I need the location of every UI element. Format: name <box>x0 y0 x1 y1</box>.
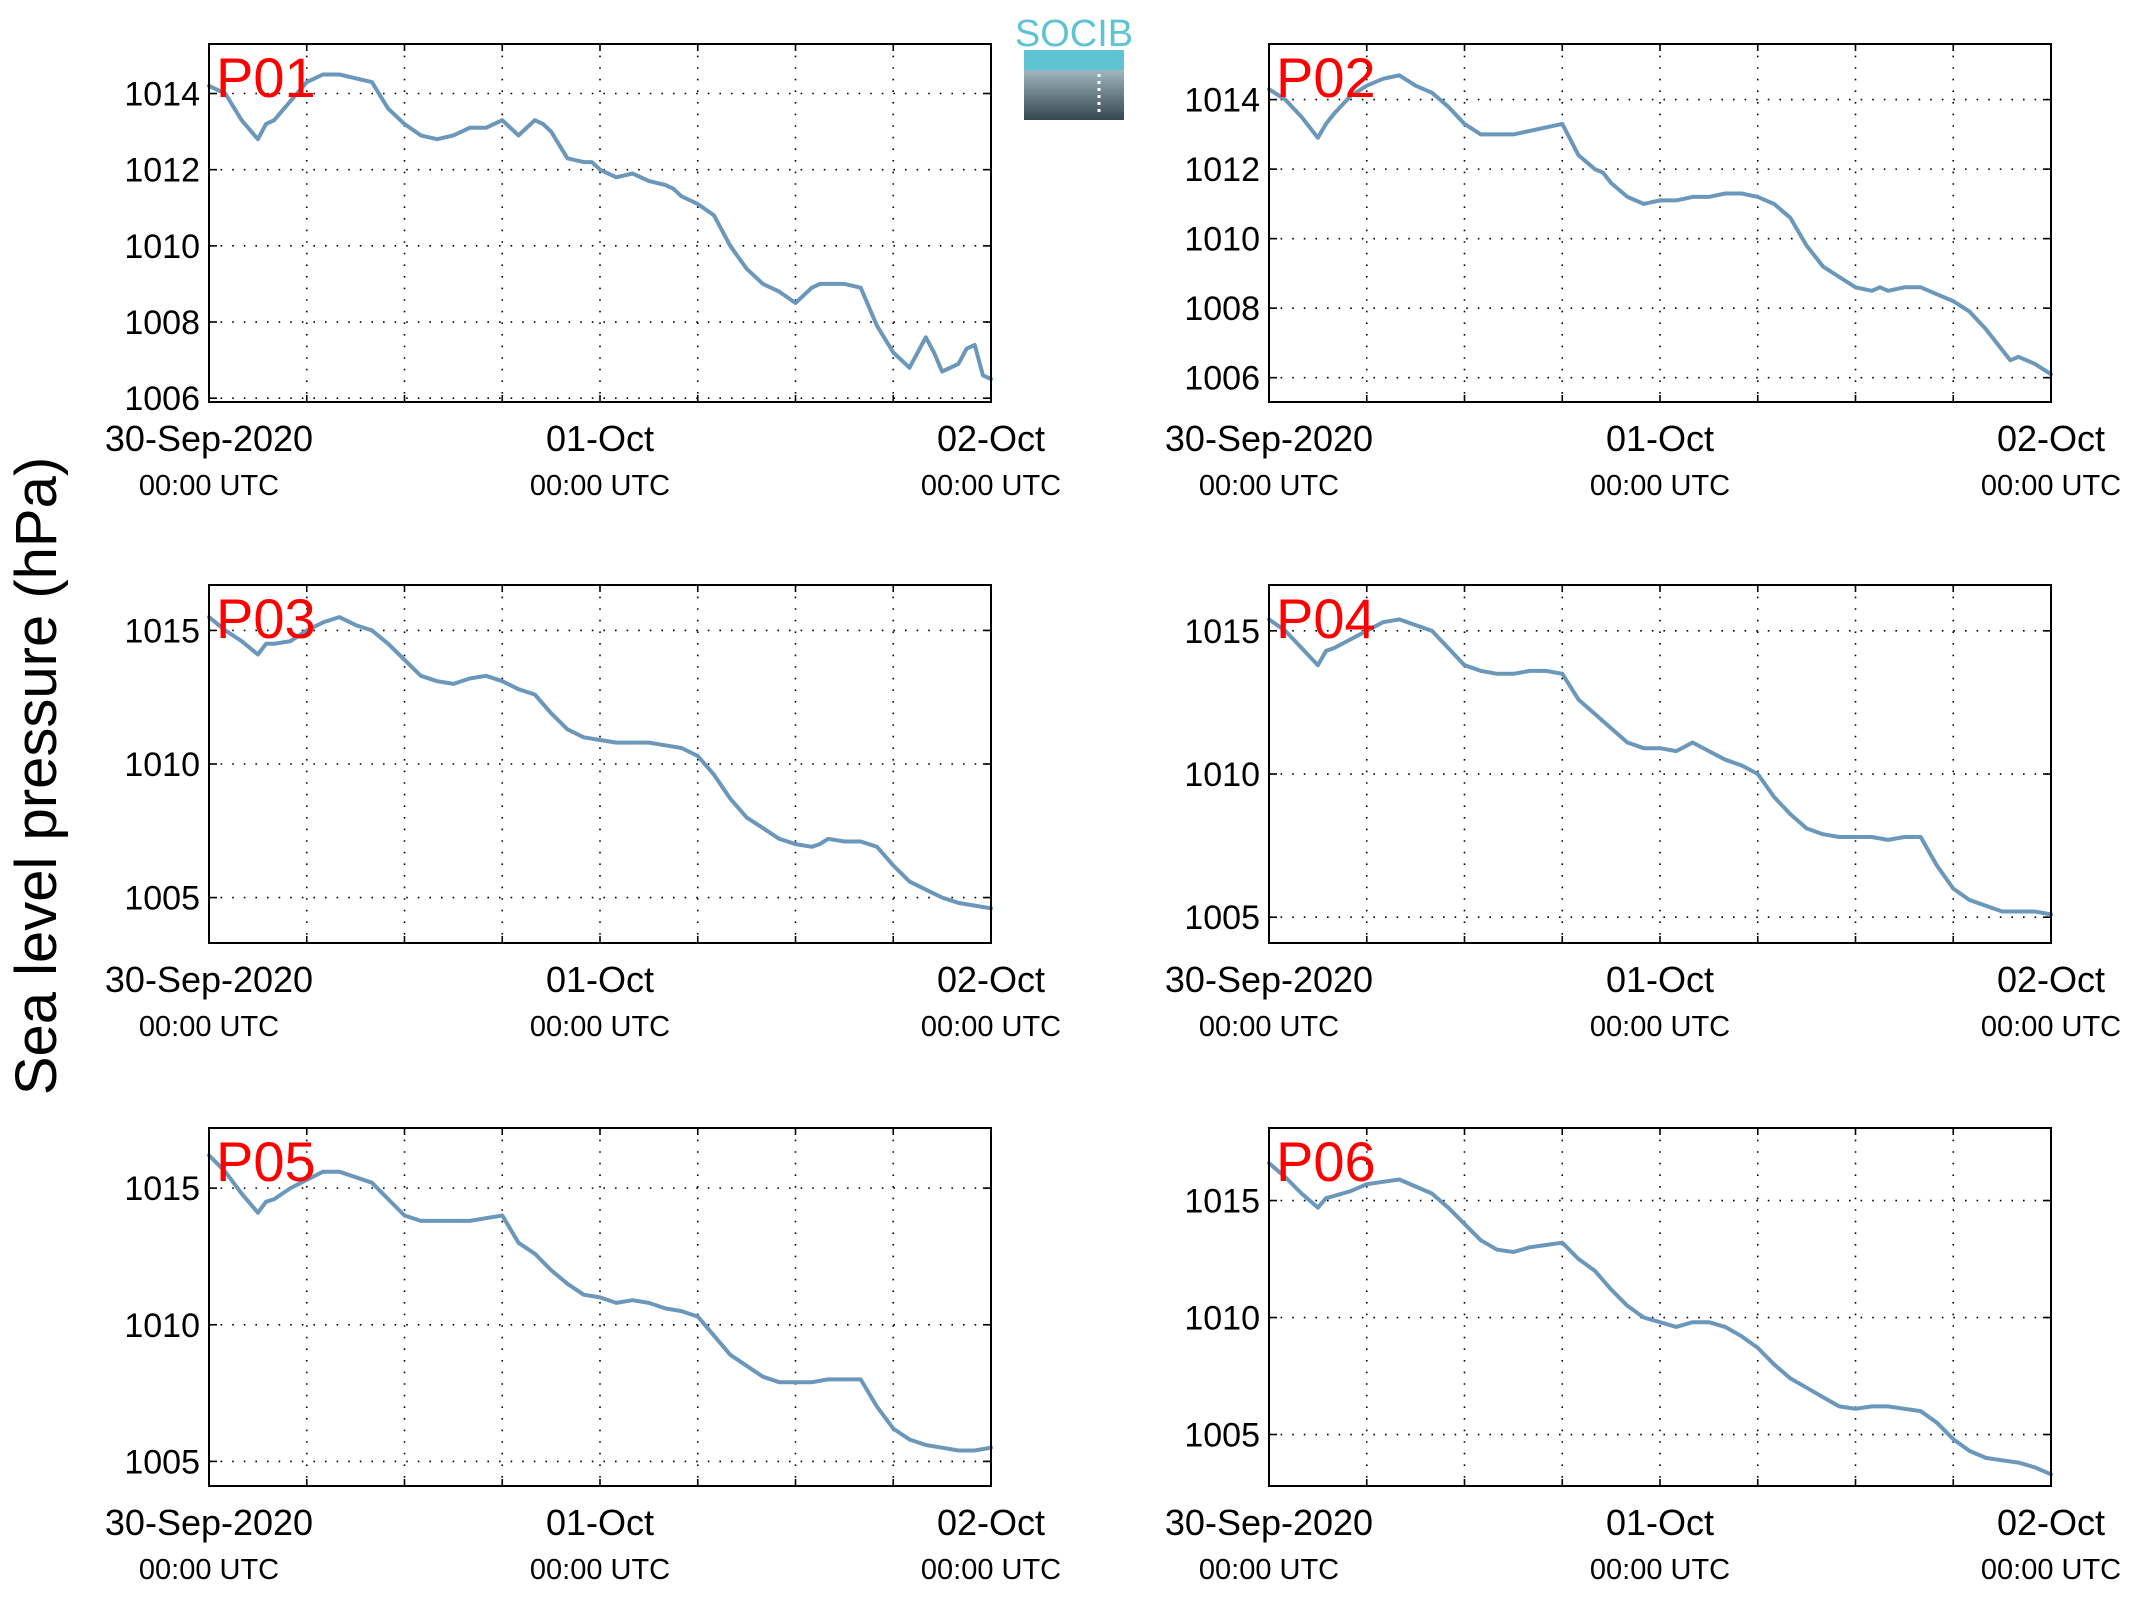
x-tick-label-time: 00:00 UTC <box>530 1011 670 1043</box>
x-tick-label-time: 00:00 UTC <box>139 1011 279 1043</box>
x-tick-label-time: 00:00 UTC <box>1981 1011 2121 1043</box>
x-tick-label-date: 30-Sep-2020 <box>1165 959 1373 1000</box>
x-tick-label-date: 30-Sep-2020 <box>1165 418 1373 459</box>
y-tick-label: 1005 <box>124 880 200 918</box>
panel-label: P06 <box>1276 1130 1376 1193</box>
plot-area <box>209 44 991 402</box>
y-tick-label: 1015 <box>1184 1183 1260 1221</box>
y-tick-label: 1010 <box>124 228 200 266</box>
panel-p06: 1005 1010 1015 30-Sep-2020 00:00 UTC 01-Oct 00… <box>1165 1127 2121 1586</box>
plot-area <box>209 585 991 943</box>
x-tick-label-time: 00:00 UTC <box>1981 1554 2121 1586</box>
pressure-series-line <box>207 615 993 911</box>
x-tick-label-date: 01-Oct <box>1606 418 1714 459</box>
y-tick-label: 1010 <box>124 746 200 784</box>
axes-frame <box>1268 1127 2052 1487</box>
panel-label: P03 <box>216 587 316 650</box>
x-tick-label-date: 02-Oct <box>1997 418 2105 459</box>
socib-logo-text: SOCIB <box>1015 13 1133 55</box>
panel-label: P04 <box>1276 587 1376 650</box>
x-tick-label-date: 02-Oct <box>937 418 1045 459</box>
x-tick-label-date: 01-Oct <box>1606 959 1714 1000</box>
y-tick-label: 1014 <box>124 76 200 114</box>
pressure-series-line <box>207 72 993 382</box>
plot-area <box>1269 44 2051 402</box>
socib-logo-wave-band <box>1024 50 1124 72</box>
y-tick-label: 1010 <box>1184 221 1260 259</box>
y-tick-label: 1012 <box>1184 151 1260 189</box>
panel-label: P05 <box>216 1130 316 1193</box>
x-tick-label-time: 00:00 UTC <box>921 1011 1061 1043</box>
y-tick-label: 1014 <box>1184 82 1260 120</box>
y-tick-label: 1015 <box>124 612 200 650</box>
axes-frame <box>1268 584 2052 944</box>
y-axis-label-group: Sea level pressure (hPa) <box>4 457 69 1095</box>
x-tick-label-date: 30-Sep-2020 <box>105 418 313 459</box>
socib-logo-block <box>1024 70 1124 120</box>
x-tick-label-time: 00:00 UTC <box>139 1554 279 1586</box>
panel-p03: 1005 1010 1015 30-Sep-2020 00:00 UTC 01-Oct 00… <box>105 584 1061 1043</box>
x-tick-label-time: 00:00 UTC <box>1199 1011 1339 1043</box>
panel-label: P01 <box>216 46 316 109</box>
pressure-series-line <box>1267 617 2053 917</box>
y-axis-label: Sea level pressure (hPa) <box>4 457 69 1095</box>
x-tick-label-date: 01-Oct <box>546 959 654 1000</box>
x-tick-label-date: 30-Sep-2020 <box>105 959 313 1000</box>
x-tick-label-date: 02-Oct <box>937 959 1045 1000</box>
y-tick-label: 1010 <box>124 1307 200 1345</box>
x-tick-label-time: 00:00 UTC <box>530 1554 670 1586</box>
panel-label: P02 <box>1276 46 1376 109</box>
axes-frame <box>208 43 992 403</box>
axes-frame <box>208 1127 992 1487</box>
x-tick-label-date: 30-Sep-2020 <box>1165 1502 1373 1543</box>
pressure-series-line <box>207 1153 993 1453</box>
x-tick-label-time: 00:00 UTC <box>921 1554 1061 1586</box>
panel-p05: 1005 1010 1015 30-Sep-2020 00:00 UTC 01-Oct 00… <box>105 1127 1061 1586</box>
x-tick-label-date: 02-Oct <box>1997 1502 2105 1543</box>
y-tick-label: 1010 <box>1184 1300 1260 1338</box>
panels: 1006 1008 1010 1012 1014 30-Sep-2020 00:00 UTC… <box>105 43 2121 1586</box>
panel-p04: 1005 1010 1015 30-Sep-2020 00:00 UTC 01-Oct 00… <box>1165 584 2121 1043</box>
x-tick-label-time: 00:00 UTC <box>1199 470 1339 502</box>
y-tick-label: 1010 <box>1184 756 1260 794</box>
x-tick-label-time: 00:00 UTC <box>530 470 670 502</box>
y-tick-label: 1008 <box>124 304 200 342</box>
x-tick-label-date: 01-Oct <box>546 1502 654 1543</box>
y-tick-label: 1005 <box>1184 899 1260 937</box>
y-tick-label: 1005 <box>1184 1417 1260 1455</box>
x-tick-label-time: 00:00 UTC <box>1199 1554 1339 1586</box>
x-tick-label-date: 01-Oct <box>1606 1502 1714 1543</box>
x-tick-label-date: 02-Oct <box>1997 959 2105 1000</box>
y-tick-label: 1015 <box>124 1170 200 1208</box>
socib-logo: SOCIB <box>1015 13 1133 120</box>
x-tick-label-date: 01-Oct <box>546 418 654 459</box>
x-tick-label-time: 00:00 UTC <box>1590 1554 1730 1586</box>
y-tick-label: 1008 <box>1184 290 1260 328</box>
pressure-series-line <box>1267 73 2053 377</box>
y-tick-label: 1005 <box>124 1443 200 1481</box>
panel-p02: 1006 1008 1010 1012 1014 30-Sep-2020 00:00 UTC… <box>1165 43 2121 502</box>
x-tick-label-time: 00:00 UTC <box>139 470 279 502</box>
x-tick-label-time: 00:00 UTC <box>1981 470 2121 502</box>
y-tick-label: 1012 <box>124 152 200 190</box>
axes-frame <box>1268 43 2052 403</box>
x-tick-label-time: 00:00 UTC <box>1590 470 1730 502</box>
plot-area <box>209 1128 991 1486</box>
x-tick-label-time: 00:00 UTC <box>921 470 1061 502</box>
axes-frame <box>208 584 992 944</box>
plot-area <box>1269 585 2051 943</box>
y-tick-label: 1015 <box>1184 613 1260 651</box>
pressure-series-line <box>1267 1161 2053 1477</box>
y-tick-label: 1006 <box>124 380 200 418</box>
x-tick-label-time: 00:00 UTC <box>1590 1011 1730 1043</box>
panel-p01: 1006 1008 1010 1012 1014 30-Sep-2020 00:00 UTC… <box>105 43 1061 502</box>
y-tick-label: 1006 <box>1184 360 1260 398</box>
x-tick-label-date: 30-Sep-2020 <box>105 1502 313 1543</box>
x-tick-label-date: 02-Oct <box>937 1502 1045 1543</box>
plot-area <box>1269 1128 2051 1486</box>
